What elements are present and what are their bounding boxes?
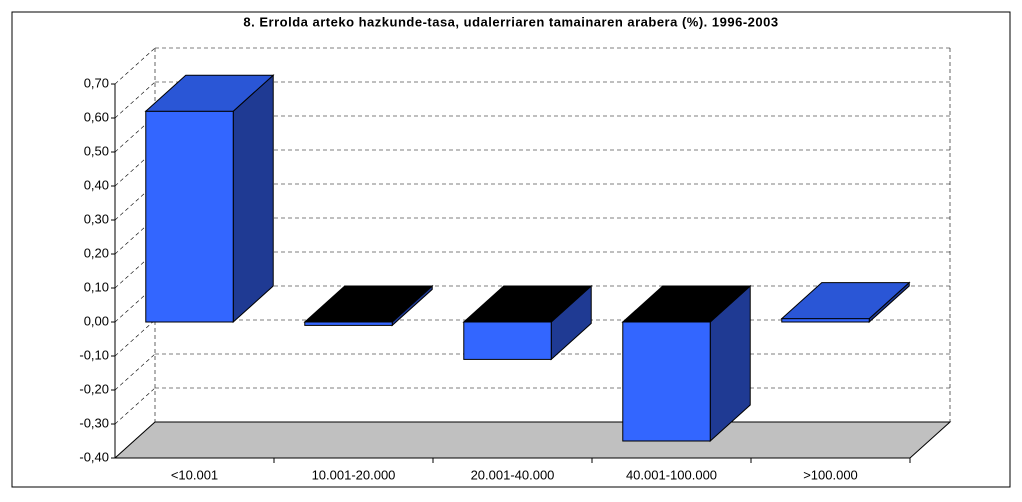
- chart-title: 8. Errolda arteko hazkunde-tasa, udalerr…: [243, 14, 778, 29]
- bar-front: [304, 321, 393, 326]
- bar-top: [144, 74, 275, 112]
- grid-line: [114, 319, 156, 357]
- floor: [113, 421, 952, 459]
- bar-front: [622, 321, 711, 442]
- y-tick-label: -0,40: [79, 449, 109, 464]
- grid-line: [114, 81, 156, 119]
- grid-line: [114, 47, 156, 85]
- bar-top: [303, 285, 434, 323]
- bar-top: [780, 282, 911, 320]
- y-tick-label: 0,00: [84, 313, 109, 328]
- x-tick-label: 20.001-40.000: [471, 467, 555, 482]
- bar: [144, 74, 275, 324]
- y-tick-label: -0,30: [79, 415, 109, 430]
- grid-line: [114, 421, 156, 459]
- y-tick-label: 0,60: [84, 109, 109, 124]
- bar: [303, 284, 434, 327]
- bar: [621, 284, 752, 443]
- y-tick-label: 0,50: [84, 143, 109, 158]
- y-tick-label: 0,40: [84, 177, 109, 192]
- y-tick-label: -0,10: [79, 347, 109, 362]
- y-tick-label: 0,20: [84, 245, 109, 260]
- x-tick-label: <10.001: [171, 467, 218, 482]
- x-tick-label: 10.001-20.000: [312, 467, 396, 482]
- bar-front: [145, 110, 234, 323]
- bar: [780, 281, 911, 324]
- bar-front: [781, 318, 870, 323]
- y-tick-label: 0,70: [84, 75, 109, 90]
- bar: [462, 284, 593, 361]
- y-tick-label: 0,30: [84, 211, 109, 226]
- y-tick-label: 0,10: [84, 279, 109, 294]
- grid-line: [114, 387, 156, 425]
- bar-top: [462, 285, 593, 323]
- y-tick-label: -0,20: [79, 381, 109, 396]
- bar-top: [621, 285, 752, 323]
- grid-line: [114, 353, 156, 391]
- x-tick-label: 40.001-100.000: [626, 467, 717, 482]
- x-tick-label: >100.000: [803, 467, 858, 482]
- bar-front: [463, 321, 552, 360]
- bar-side: [232, 74, 274, 324]
